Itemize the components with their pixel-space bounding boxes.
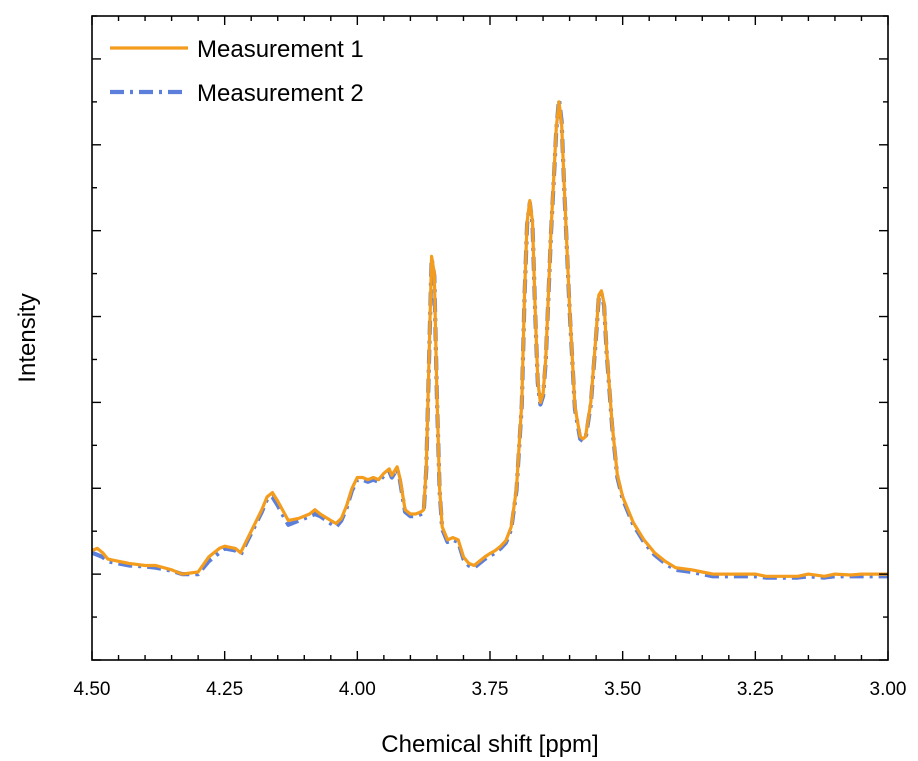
series-layer xyxy=(92,97,888,580)
x-tick-label: 3.25 xyxy=(737,679,774,700)
x-axis-title: Chemical shift [ppm] xyxy=(381,731,598,758)
y-axis-title: Intensity xyxy=(14,293,41,382)
plot-frame xyxy=(91,15,889,661)
x-tick-label: 3.50 xyxy=(604,679,641,700)
x-tick-label: 4.00 xyxy=(339,679,376,700)
legend-label-measurement-2: Measurement 2 xyxy=(197,80,364,107)
series-line-measurement-2 xyxy=(92,97,888,580)
x-tick-labels: 4.50 4.25 4.00 3.75 3.50 3.25 3.00 xyxy=(74,679,907,700)
x-tick-label: 3.00 xyxy=(870,679,907,700)
ticks-layer xyxy=(91,15,889,661)
x-tick-label: 3.75 xyxy=(472,679,509,700)
series-line-measurement-1 xyxy=(92,100,888,578)
x-tick-label: 4.25 xyxy=(206,679,243,700)
x-tick-label: 4.50 xyxy=(74,679,111,700)
legend: Measurement 1 Measurement 2 xyxy=(110,36,364,107)
legend-label-measurement-1: Measurement 1 xyxy=(197,36,364,63)
